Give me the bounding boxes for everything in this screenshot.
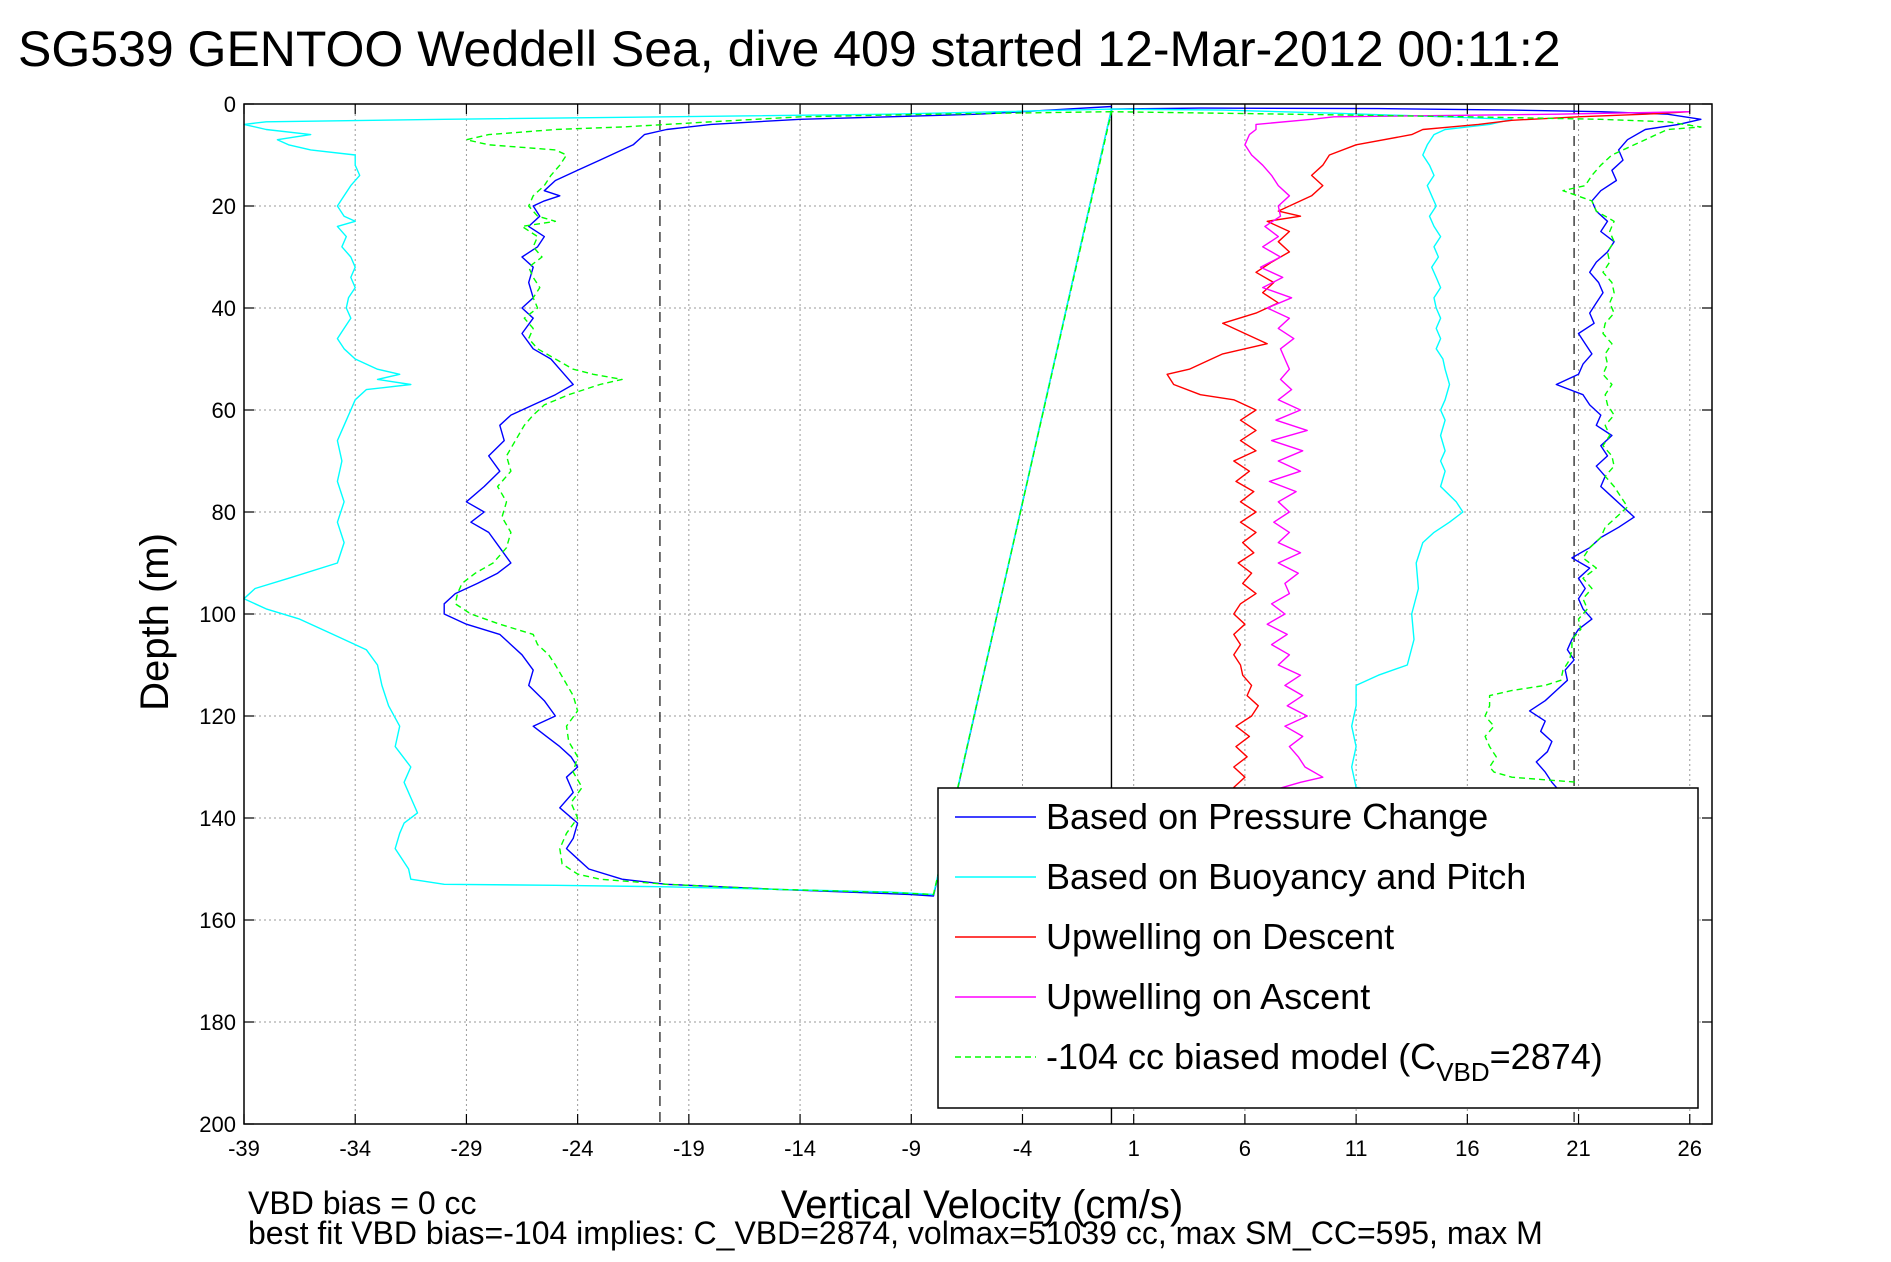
y-tick-label: 20 [212, 194, 236, 219]
vbd-bias-note: VBD bias = 0 cc [248, 1185, 477, 1221]
x-tick-label: 16 [1455, 1136, 1479, 1161]
series-line-1 [243, 108, 1513, 896]
y-tick-label: 80 [212, 500, 236, 525]
y-tick-label: 180 [199, 1010, 236, 1035]
legend-box [937, 787, 1699, 1109]
y-tick-label: 200 [199, 1112, 236, 1137]
series-line-3 [1244, 111, 1690, 794]
x-tick-label: 6 [1239, 1136, 1251, 1161]
legend-label-3: Upwelling on Ascent [1046, 976, 1370, 1017]
x-tick-label: -14 [784, 1136, 816, 1161]
x-tick-label: -34 [339, 1136, 371, 1161]
legend-label-0: Based on Pressure Change [1046, 796, 1488, 837]
x-tick-label: 26 [1678, 1136, 1702, 1161]
y-tick-label: 120 [199, 704, 236, 729]
legend-label-2: Upwelling on Descent [1046, 916, 1394, 957]
y-axis-ticks: 0 20 40 60 80 100 120 140 160 180 200 [199, 92, 1712, 1137]
x-tick-label: 11 [1345, 1136, 1368, 1161]
series-lines [243, 105, 1702, 897]
y-axis-label: Depth (m) [133, 533, 177, 711]
legend-label-1: Based on Buoyancy and Pitch [1046, 856, 1526, 897]
x-tick-label: -9 [901, 1136, 921, 1161]
x-tick-label: 1 [1128, 1136, 1140, 1161]
chart-title: SG539 GENTOO Weddell Sea, dive 409 start… [18, 21, 1561, 77]
x-tick-label: -39 [228, 1136, 260, 1161]
best-fit-note: best fit VBD bias=-104 implies: C_VBD=28… [248, 1215, 1543, 1251]
series-line-4 [454, 110, 1702, 896]
x-tick-label: -19 [673, 1136, 705, 1161]
series-line-2 [1166, 111, 1690, 794]
x-tick-label: -29 [451, 1136, 483, 1161]
legend-label-biased-model: -104 cc biased model (CVBD=2874) [1046, 1036, 1603, 1087]
y-tick-label: 140 [199, 806, 236, 831]
x-tick-label: 21 [1566, 1136, 1590, 1161]
x-tick-label: -24 [562, 1136, 594, 1161]
y-tick-label: 100 [199, 602, 236, 627]
y-tick-label: 160 [199, 908, 236, 933]
x-axis-ticks: -39 -34 -29 -24 -19 -14 -9 -4 1 6 11 16 21 26 [228, 104, 1702, 1161]
x-axis-label: Vertical Velocity (cm/s) [781, 1183, 1183, 1227]
y-tick-label: 60 [212, 398, 236, 423]
y-tick-label: 40 [212, 296, 236, 321]
x-tick-label: -4 [1013, 1136, 1033, 1161]
legend: Based on Pressure Change Based on Buoyanc… [937, 787, 1699, 1109]
y-tick-label: 0 [224, 92, 236, 117]
